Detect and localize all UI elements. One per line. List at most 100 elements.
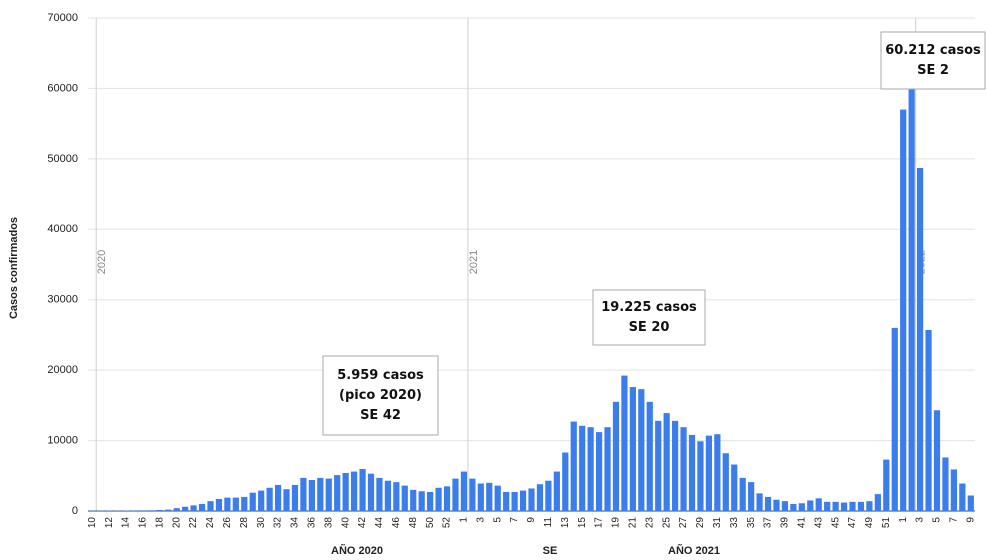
annotation-text: SE 20 xyxy=(629,320,670,335)
x-tick-label: 5 xyxy=(932,517,943,523)
bar xyxy=(232,497,239,511)
year-marker-label: 2021 xyxy=(468,250,480,274)
bar xyxy=(165,509,172,511)
annotation-box xyxy=(880,31,986,90)
bar xyxy=(824,501,831,511)
bar xyxy=(798,503,805,511)
x-tick-label: 33 xyxy=(729,517,740,529)
bar xyxy=(604,427,611,511)
x-tick-label: 7 xyxy=(509,517,520,523)
bar xyxy=(503,491,510,511)
bar xyxy=(629,387,636,511)
bar xyxy=(908,86,915,511)
annotation-box xyxy=(592,289,706,346)
annotation-text: (pico 2020) xyxy=(339,388,422,403)
bar xyxy=(900,109,907,512)
bar xyxy=(367,473,375,511)
x-tick-label: 12 xyxy=(104,517,115,529)
bar xyxy=(435,487,442,511)
bar xyxy=(680,427,687,511)
bar xyxy=(840,502,848,511)
x-tick-label: 25 xyxy=(661,517,672,529)
bar xyxy=(942,457,949,511)
y-tick-label: 30000 xyxy=(47,294,78,306)
bar xyxy=(714,434,721,511)
bar xyxy=(866,501,873,511)
bar xyxy=(300,477,307,511)
bar xyxy=(148,510,155,511)
x-tick-label: 51 xyxy=(881,517,892,529)
bar xyxy=(274,484,282,511)
x-tick-label: 43 xyxy=(813,517,824,529)
x-tick-label: 9 xyxy=(526,517,537,523)
bar xyxy=(182,506,189,511)
bar xyxy=(477,483,484,511)
x-tick-label: 14 xyxy=(121,517,132,529)
bar xyxy=(393,482,400,511)
bar xyxy=(283,489,290,511)
bar xyxy=(334,475,341,511)
x-tick-label: 27 xyxy=(678,517,689,529)
bar xyxy=(764,496,772,511)
x-tick-label: 28 xyxy=(239,517,250,529)
bar xyxy=(376,477,383,511)
annotation-text: SE 2 xyxy=(917,63,949,78)
bar xyxy=(249,492,256,511)
bar xyxy=(325,478,332,511)
x-tick-label: 42 xyxy=(357,517,368,529)
x-tick-label: 31 xyxy=(712,517,723,529)
x-tick-label: 20 xyxy=(171,517,182,529)
x-tick-label: 1 xyxy=(898,517,909,523)
bar xyxy=(587,427,594,511)
y-tick-label: 60000 xyxy=(47,82,78,94)
bar xyxy=(688,434,696,511)
bar xyxy=(486,482,493,511)
bar xyxy=(511,491,518,511)
bar xyxy=(384,480,391,511)
bar xyxy=(722,453,729,511)
bar xyxy=(562,452,569,511)
x-tick-label: 45 xyxy=(830,517,841,529)
bar xyxy=(207,501,214,511)
x-tick-label: 11 xyxy=(543,517,554,528)
bar xyxy=(756,493,763,511)
y-tick-label: 20000 xyxy=(47,364,78,376)
bar xyxy=(773,499,780,511)
x-tick-label: 26 xyxy=(222,517,233,529)
bar xyxy=(351,471,358,511)
x-tick-label: 47 xyxy=(847,517,858,529)
y-tick-label: 0 xyxy=(72,505,78,517)
bar xyxy=(410,489,417,511)
bar xyxy=(291,484,299,511)
bar xyxy=(739,477,746,511)
bar xyxy=(452,478,459,511)
x-tick-label: 46 xyxy=(391,517,402,529)
bar xyxy=(697,441,704,511)
bar xyxy=(427,491,434,511)
y-tick-label: 70000 xyxy=(47,12,78,24)
bar xyxy=(790,503,797,511)
bar xyxy=(536,484,544,511)
bar xyxy=(883,459,890,511)
bar xyxy=(663,413,670,511)
annotation-box xyxy=(322,355,439,436)
x-tick-label: 41 xyxy=(796,517,807,529)
bar xyxy=(655,420,662,511)
y-tick-label: 10000 xyxy=(47,434,78,446)
bar xyxy=(528,488,535,511)
x-tick-label: 7 xyxy=(949,517,960,523)
annotation-text: 19.225 casos xyxy=(601,300,697,315)
x-tick-label: 3 xyxy=(475,517,486,523)
bar xyxy=(131,510,138,511)
x-tick-label: 34 xyxy=(290,517,301,529)
x-tick-label: 36 xyxy=(307,517,318,529)
bar xyxy=(646,401,653,511)
y-tick-label: 50000 xyxy=(47,153,78,165)
x-tick-label: 29 xyxy=(695,517,706,529)
x-tick-label: 17 xyxy=(594,517,605,529)
bar xyxy=(519,490,527,511)
bar xyxy=(198,503,206,511)
annotation-text: 5.959 casos xyxy=(337,368,424,383)
bar xyxy=(672,420,679,511)
